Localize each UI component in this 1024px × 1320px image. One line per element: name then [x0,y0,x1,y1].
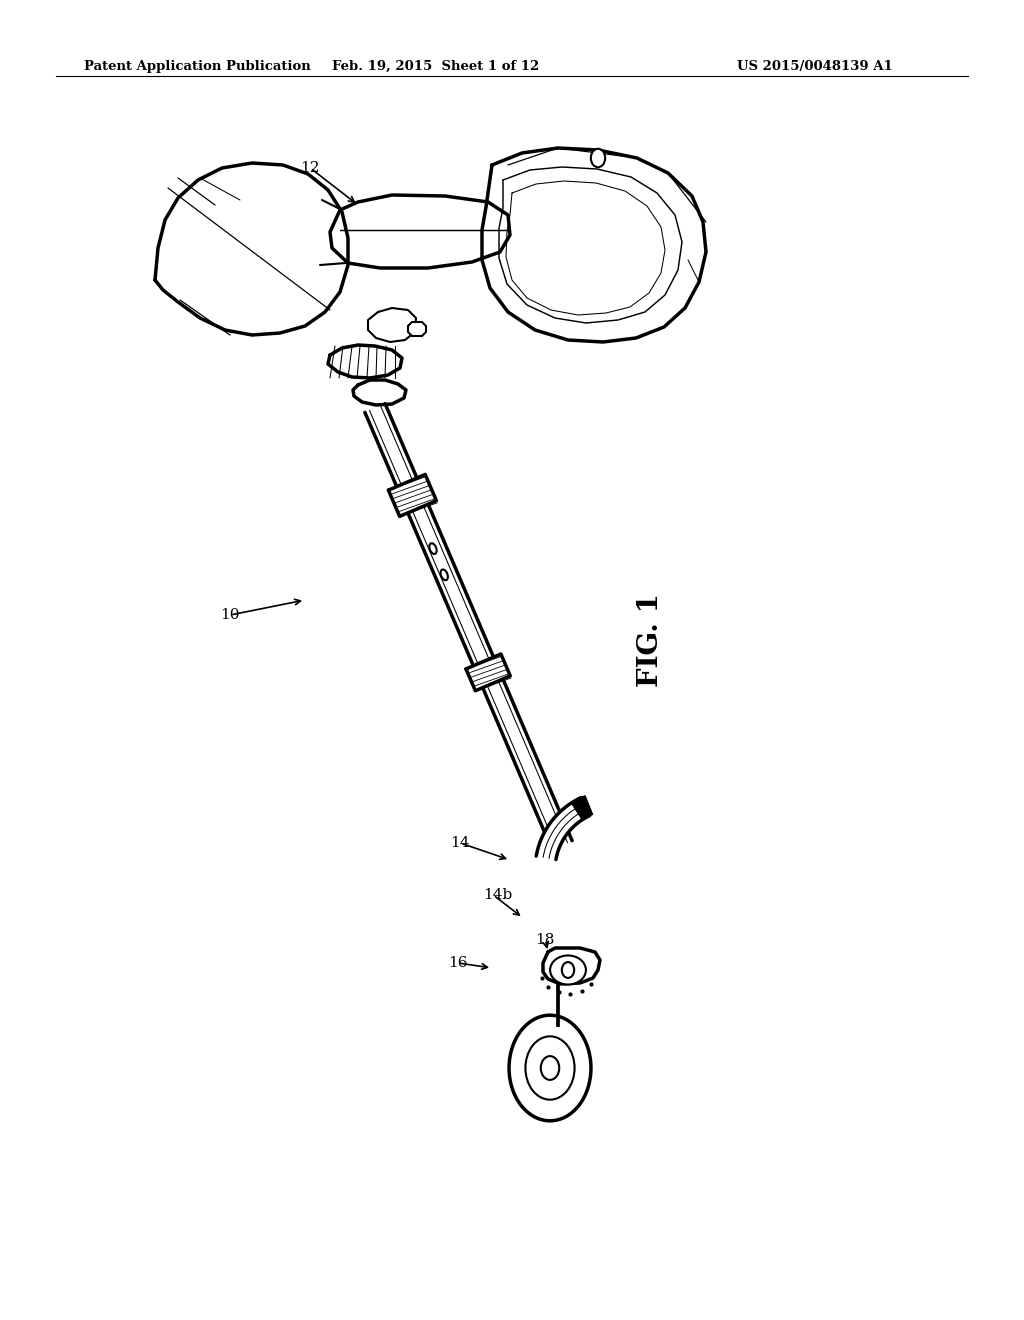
Polygon shape [328,345,402,378]
Polygon shape [543,948,600,983]
Polygon shape [155,162,348,335]
Polygon shape [466,653,510,690]
Circle shape [562,962,574,978]
Circle shape [509,1015,591,1121]
Polygon shape [330,195,510,268]
Text: 12: 12 [300,161,319,176]
Text: FIG. 1: FIG. 1 [637,593,664,688]
Text: 18: 18 [535,933,554,946]
Polygon shape [388,474,436,516]
Text: 14: 14 [450,836,469,850]
Text: Patent Application Publication: Patent Application Publication [84,59,310,73]
Circle shape [525,1036,574,1100]
Polygon shape [368,308,416,342]
Text: 16: 16 [449,956,468,970]
Text: 10: 10 [220,609,240,622]
Ellipse shape [440,569,447,581]
Ellipse shape [550,956,586,985]
Circle shape [541,1056,559,1080]
Polygon shape [408,322,426,337]
Polygon shape [365,404,572,849]
Circle shape [591,149,605,168]
Text: 14b: 14b [483,888,512,902]
Polygon shape [537,797,590,859]
Polygon shape [353,380,406,405]
Text: US 2015/0048139 A1: US 2015/0048139 A1 [737,59,893,73]
Polygon shape [578,796,593,817]
Polygon shape [482,148,706,342]
Text: Feb. 19, 2015  Sheet 1 of 12: Feb. 19, 2015 Sheet 1 of 12 [332,59,539,73]
Polygon shape [571,799,588,820]
Ellipse shape [429,544,436,554]
